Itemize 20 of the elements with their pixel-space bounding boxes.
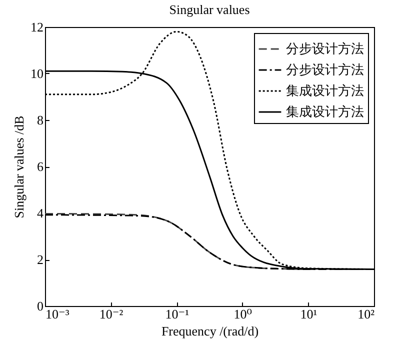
y-tick-label: 0: [37, 298, 44, 314]
y-tick-label: 4: [37, 206, 44, 220]
legend-label: 分步设计方法: [286, 41, 364, 56]
x-tick-label: 10⁻²: [99, 306, 124, 322]
x-tick-label: 10⁻¹: [165, 306, 190, 322]
x-tick-label: 10⁰: [234, 306, 252, 322]
y-tick-label: 10: [30, 66, 44, 81]
legend-label: 集成设计方法: [286, 104, 364, 119]
x-tick-label: 10²: [358, 306, 375, 322]
y-tick-label: 8: [37, 112, 44, 128]
y-axis-title: Singular values /dB: [12, 115, 26, 218]
x-tick-label: 10¹: [300, 306, 318, 322]
legend-label: 集成设计方法: [286, 83, 364, 98]
x-tick-label: 10⁻³: [46, 306, 70, 322]
x-axis-title: Frequency /(rad/d): [161, 324, 259, 338]
chart-title: Singular values: [169, 2, 250, 17]
y-tick-label: 6: [37, 159, 44, 174]
legend-label: 分步设计方法: [286, 62, 364, 77]
y-tick-label: 12: [30, 20, 44, 34]
y-tick-label: 2: [37, 252, 44, 267]
